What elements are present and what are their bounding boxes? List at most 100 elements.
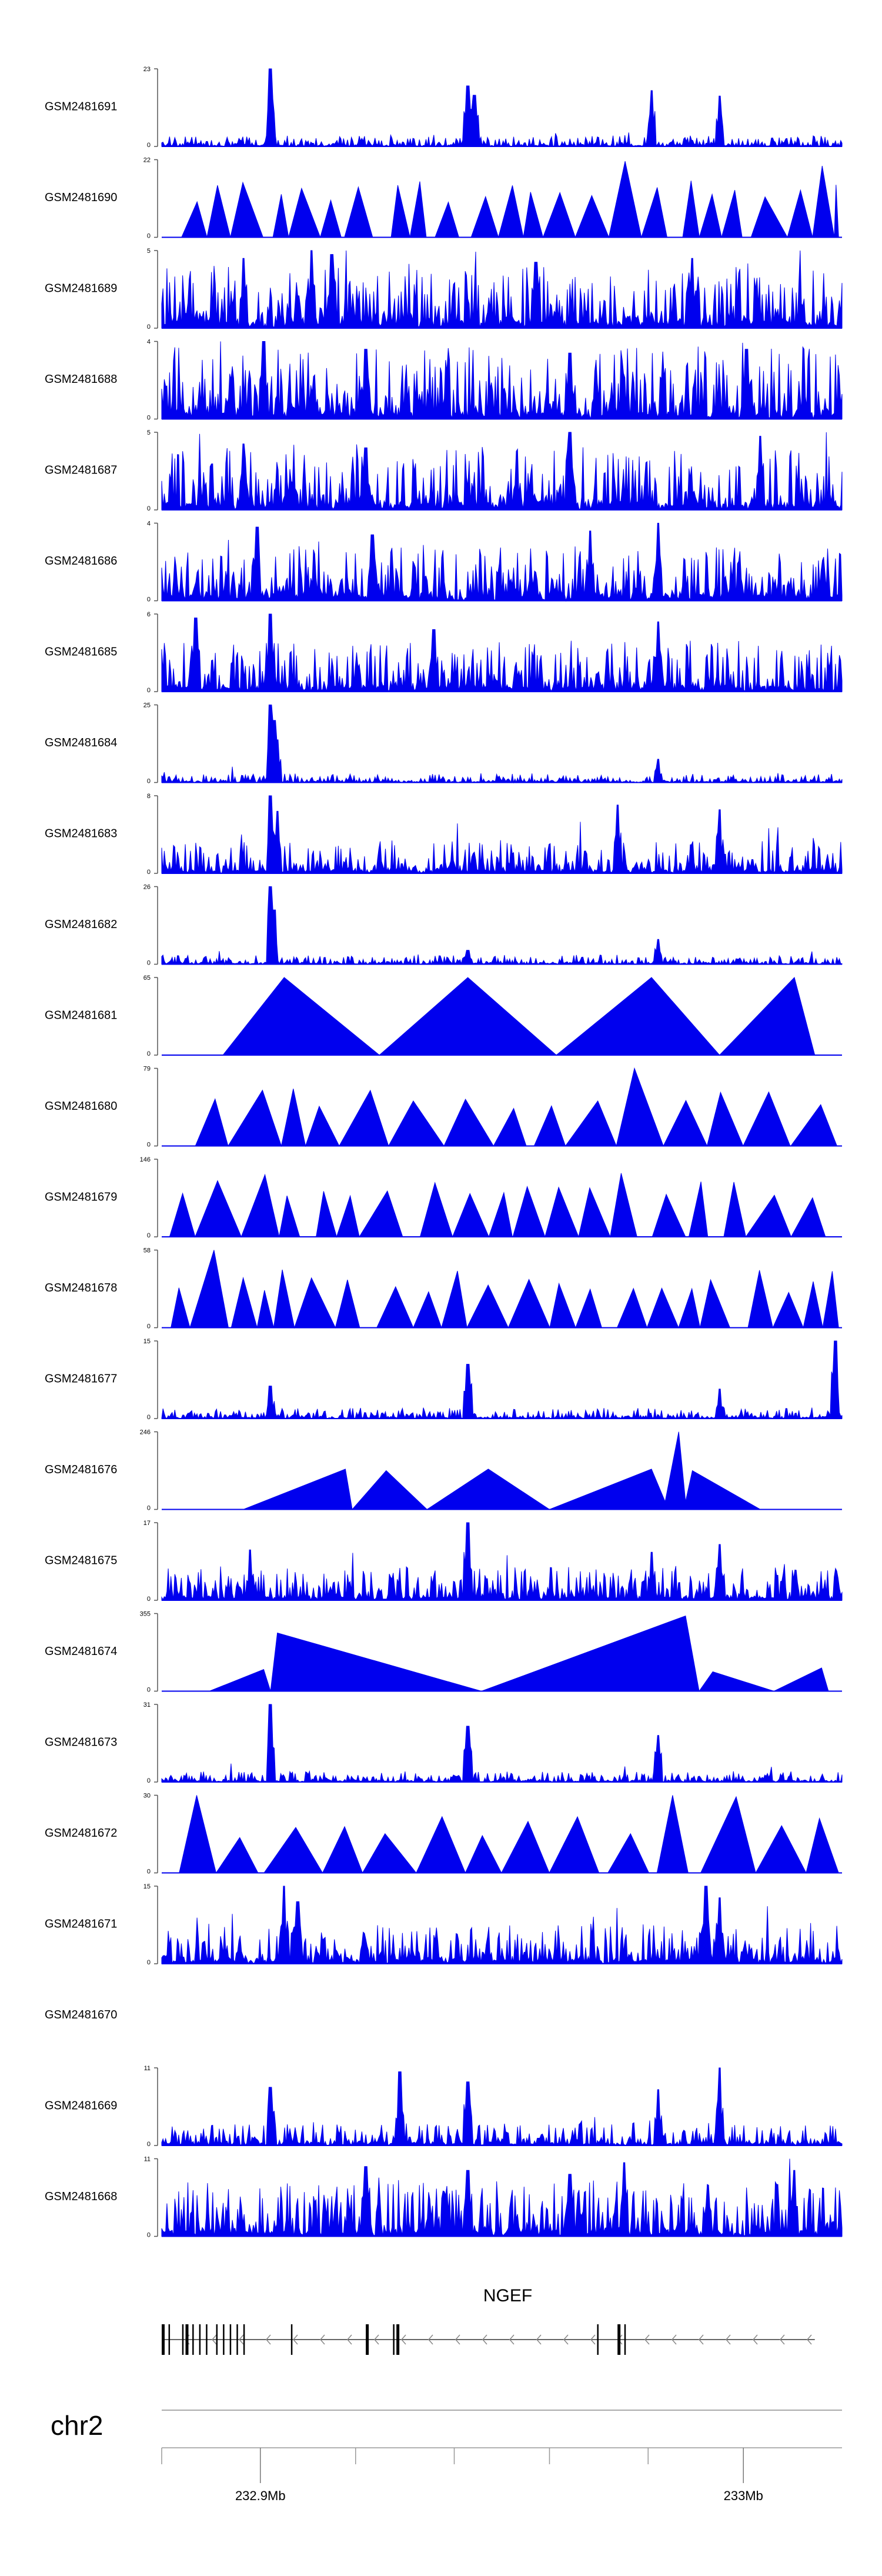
coverage-area [161,2067,843,2147]
track-label: GSM2481677 [45,1372,117,1385]
track-label: GSM2481684 [45,736,117,749]
exon [216,2324,218,2355]
exon [624,2324,626,2355]
strand-arrow [266,2334,271,2345]
strand-arrow [726,2334,731,2345]
y-max-label: 11 [144,2065,151,2072]
y-max-label: 4 [147,520,151,527]
strand-arrow [401,2334,406,2345]
track-label: GSM2481671 [45,1917,117,1930]
coverage-area [162,1795,842,1874]
track-label: GSM2481680 [45,1100,117,1113]
strand-arrow [239,2334,244,2345]
track-label: GSM2481675 [45,1554,117,1567]
y-min-label: 0 [147,1959,151,1966]
y-min-label: 0 [147,1686,151,1693]
y-max-label: 30 [143,1792,151,1799]
exon [229,2324,232,2355]
exon [192,2324,194,2355]
y-max-label: 22 [143,156,151,163]
track-label: GSM2481690 [45,191,117,204]
track-label: GSM2481674 [45,1645,117,1658]
y-min-label: 0 [147,142,151,149]
coverage-area [161,1522,843,1601]
y-max-label: 355 [140,1610,151,1617]
exon [290,2324,293,2355]
x-tick-label: 233Mb [724,2488,763,2503]
track-label: GSM2481669 [45,2099,117,2112]
coverage-area [161,1340,843,1420]
coverage-area [162,977,842,1056]
y-max-label: 5 [147,429,151,436]
coverage-area [161,705,843,784]
y-min-label: 0 [147,1323,151,1330]
exon [223,2324,225,2355]
strand-arrow [807,2334,812,2345]
strand-arrow [699,2334,704,2345]
y-max-label: 15 [143,1883,151,1890]
coverage-area [161,432,843,510]
y-max-label: 65 [143,975,151,982]
exon [236,2324,238,2355]
coverage-area [162,1067,842,1147]
coverage-area [162,161,842,239]
y-min-label: 0 [147,1777,151,1784]
exon [366,2324,369,2355]
y-max-label: 23 [143,66,151,73]
y-max-label: 25 [143,702,151,709]
strand-arrow [563,2334,569,2345]
strand-arrow [482,2334,487,2345]
y-max-label: 31 [143,1701,151,1709]
track-label: GSM2481682 [45,918,117,931]
track-label: GSM2481676 [45,1463,117,1476]
exon [393,2324,395,2355]
coverage-area [161,613,843,693]
strand-arrow [671,2334,677,2345]
y-min-label: 0 [147,1596,151,1603]
x-tick-label: 232.9Mb [235,2488,286,2503]
y-max-label: 8 [147,793,151,800]
y-min-label: 0 [147,1868,151,1875]
exon [199,2324,201,2355]
track-label: GSM2481685 [45,645,117,658]
strand-arrow [536,2334,542,2345]
coverage-area [161,68,843,148]
track-label: GSM2481691 [45,100,117,113]
y-min-label: 0 [147,414,151,421]
y-max-label: 58 [143,1247,151,1254]
y-max-label: 246 [140,1429,151,1436]
y-min-label: 0 [147,1504,151,1511]
strand-arrow [212,2334,217,2345]
y-max-label: 17 [143,1520,151,1527]
strand-arrow [428,2334,433,2345]
y-max-label: 4 [147,338,151,345]
coverage-area [161,795,843,875]
coverage-area [162,1173,842,1238]
y-max-label: 11 [144,2155,151,2163]
y-min-label: 0 [147,1232,151,1239]
chromosome-label: chr2 [51,2410,103,2441]
exon [168,2324,171,2355]
strand-arrow [590,2334,596,2345]
strand-arrow [780,2334,785,2345]
strand-arrow [509,2334,514,2345]
exon [396,2324,400,2355]
y-min-label: 0 [147,869,151,876]
y-min-label: 0 [147,1414,151,1421]
track-label: GSM2481668 [45,2190,117,2203]
track-label: GSM2481687 [45,463,117,476]
strand-arrow [320,2334,325,2345]
y-max-label: 146 [140,1156,151,1163]
track-label: GSM2481679 [45,1190,117,1203]
strand-arrow [644,2334,650,2345]
y-min-label: 0 [147,505,151,512]
gene-name: NGEF [483,2286,532,2305]
strand-arrow [374,2334,379,2345]
y-min-label: 0 [147,232,151,239]
y-min-label: 0 [147,323,151,331]
y-max-label: 15 [143,1338,151,1345]
exon [243,2324,245,2355]
track-label: GSM2481683 [45,827,117,840]
y-min-label: 0 [147,2231,151,2238]
